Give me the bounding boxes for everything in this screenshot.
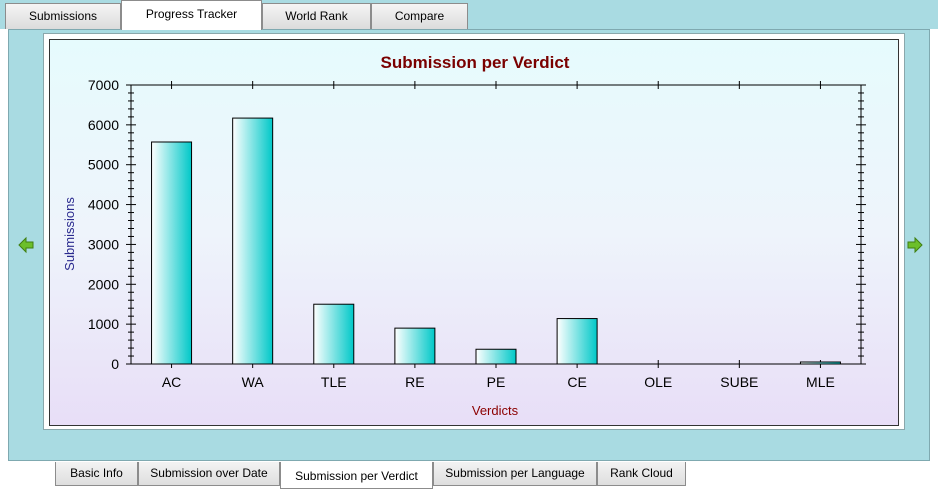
bar-ce — [556, 318, 598, 365]
bar-wa — [232, 117, 274, 365]
next-button[interactable] — [906, 236, 924, 254]
x-tick-label: AC — [162, 374, 181, 390]
bar-ac — [151, 141, 193, 365]
y-tick-label: 5000 — [88, 157, 119, 173]
tab-rank-cloud[interactable]: Rank Cloud — [597, 462, 686, 486]
tab-basic-info[interactable]: Basic Info — [55, 462, 138, 486]
tab-world-rank[interactable]: World Rank — [262, 3, 371, 29]
y-tick-label: 0 — [111, 356, 119, 372]
x-tick-label: OLE — [644, 374, 672, 390]
y-axis-label: Submissions — [62, 197, 77, 271]
y-tick-label: 2000 — [88, 276, 119, 292]
prev-button[interactable] — [17, 236, 35, 254]
y-tick-label: 7000 — [88, 77, 119, 93]
content-frame: Submission per Verdict Submissions Verdi… — [8, 29, 930, 489]
tab-submission-over-date[interactable]: Submission over Date — [138, 462, 280, 486]
right-arrow-icon — [907, 236, 923, 254]
x-tick-label: PE — [487, 374, 506, 390]
tab-submission-per-verdict[interactable]: Submission per Verdict — [280, 462, 433, 489]
chart-container: Submission per Verdict Submissions Verdi… — [43, 33, 905, 430]
x-tick-label: RE — [405, 374, 424, 390]
y-tick-label: 3000 — [88, 236, 119, 252]
y-tick-label: 6000 — [88, 117, 119, 133]
y-tick-label: 4000 — [88, 197, 119, 213]
y-tick-label: 1000 — [88, 316, 119, 332]
chart-title: Submission per Verdict — [381, 53, 570, 72]
x-tick-label: TLE — [321, 374, 347, 390]
x-tick-label: SUBE — [720, 374, 758, 390]
top-tab-bar: Submissions Progress Tracker World Rank … — [0, 0, 938, 30]
tab-submission-per-language[interactable]: Submission per Language — [433, 462, 597, 486]
bar-pe — [475, 348, 517, 365]
x-tick-label: MLE — [806, 374, 835, 390]
tab-compare[interactable]: Compare — [371, 3, 468, 29]
x-axis-label: Verdicts — [472, 403, 519, 418]
left-arrow-icon — [18, 236, 34, 254]
chart-panel: Submission per Verdict Submissions Verdi… — [49, 39, 899, 426]
x-tick-label: CE — [567, 374, 586, 390]
bar-re — [394, 327, 436, 365]
bar-tle — [313, 303, 355, 365]
tab-submissions[interactable]: Submissions — [5, 3, 121, 29]
bar-mle — [799, 361, 841, 365]
tab-progress-tracker[interactable]: Progress Tracker — [121, 0, 262, 30]
x-tick-label: WA — [242, 374, 265, 390]
verdict-bar-chart: Submission per Verdict Submissions Verdi… — [62, 53, 866, 418]
